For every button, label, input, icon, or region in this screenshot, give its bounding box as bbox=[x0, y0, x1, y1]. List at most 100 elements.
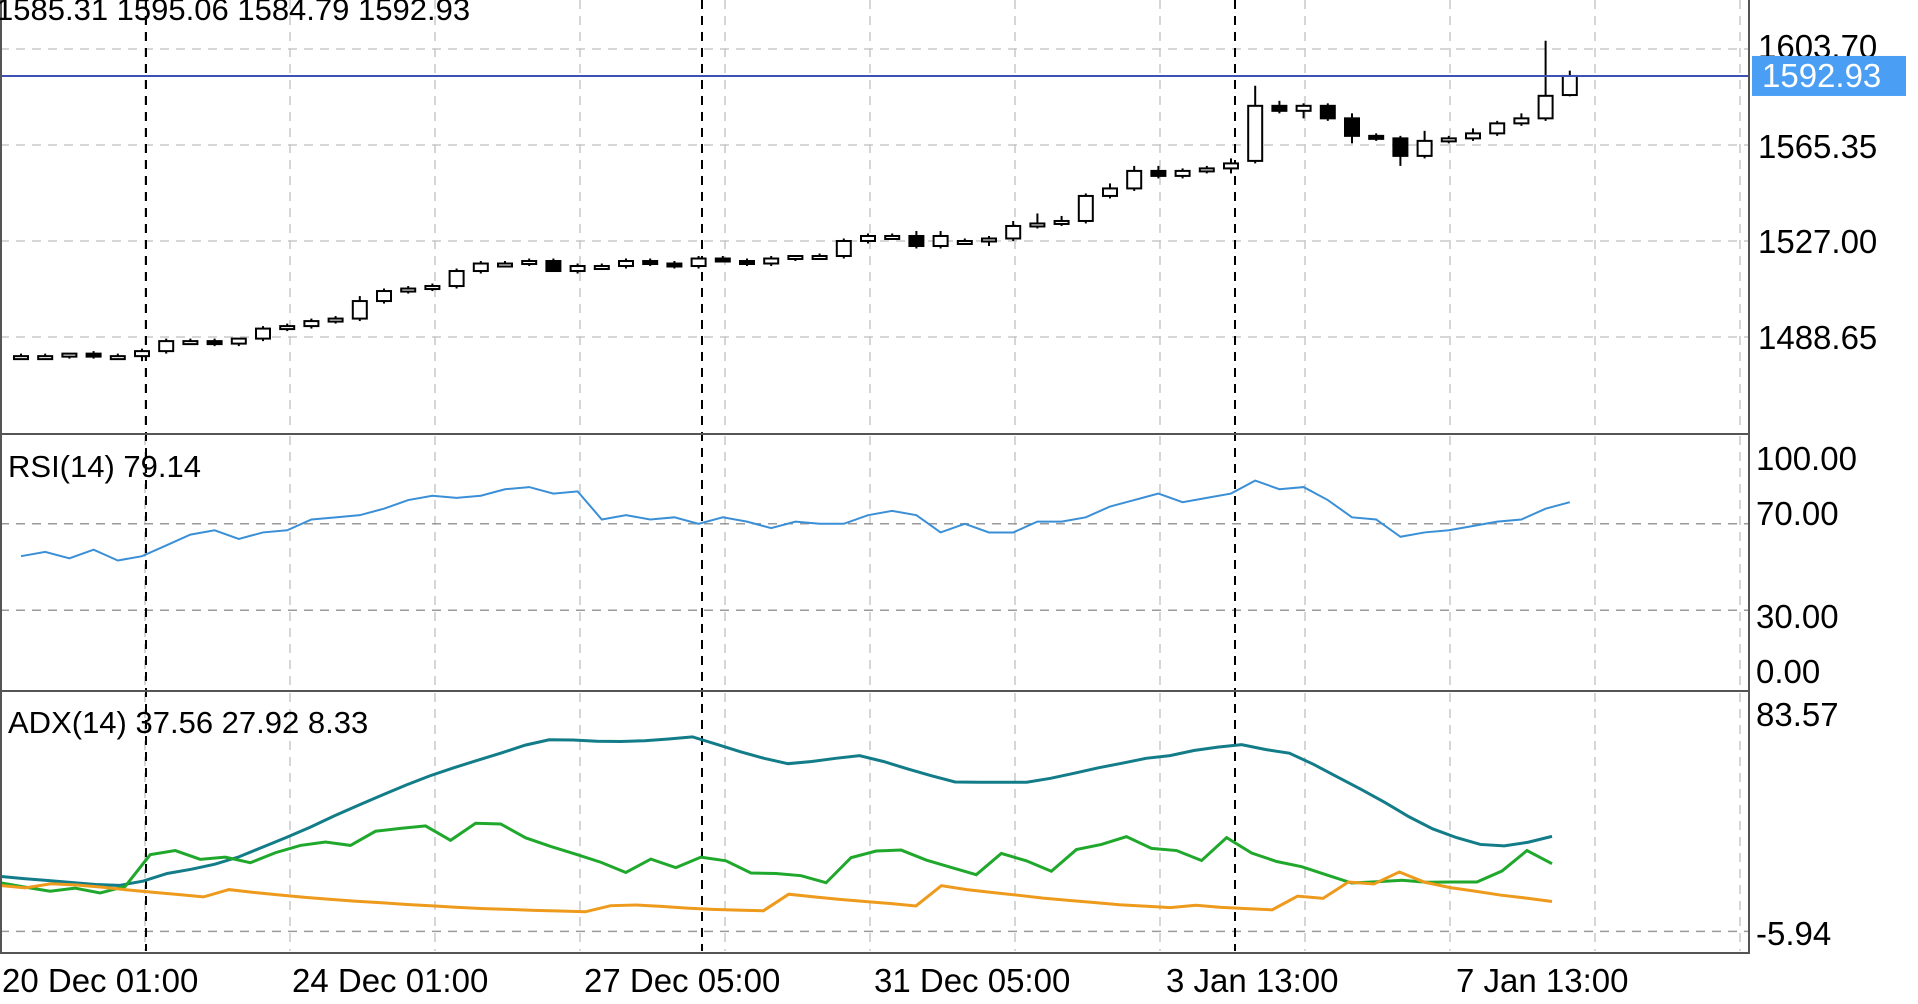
price-pane[interactable] bbox=[0, 40, 1750, 362]
bullish-candle bbox=[787, 255, 804, 261]
pane-borders bbox=[0, 0, 1750, 954]
bearish-candle bbox=[1368, 134, 1385, 140]
adx-tick-label: 83.57 bbox=[1756, 696, 1839, 733]
bullish-candle bbox=[400, 287, 417, 293]
current-price-label-bg bbox=[1752, 55, 1906, 96]
bullish-candle bbox=[956, 239, 973, 245]
bullish-candle bbox=[1537, 94, 1554, 120]
bullish-candle bbox=[811, 255, 828, 261]
bullish-candle bbox=[255, 327, 271, 340]
bearish-candle bbox=[1392, 137, 1409, 157]
bullish-candle bbox=[1053, 219, 1070, 225]
bullish-candle bbox=[884, 234, 901, 240]
day-separator-lines bbox=[145, 0, 1236, 951]
adx-main-line bbox=[0, 735, 1553, 887]
bullish-candle bbox=[521, 260, 538, 266]
bullish-candle bbox=[1077, 194, 1094, 222]
bullish-candle bbox=[569, 265, 586, 273]
bullish-candle bbox=[109, 355, 126, 361]
bullish-candle bbox=[763, 257, 780, 265]
di-minus-line bbox=[0, 870, 1553, 914]
time-tick-label: 31 Dec 05:00 bbox=[874, 962, 1070, 999]
bearish-candle bbox=[642, 260, 659, 266]
bullish-candle bbox=[279, 325, 296, 331]
rsi-tick-label: 30.00 bbox=[1756, 598, 1839, 635]
price-tick-label: 1527.00 bbox=[1758, 223, 1877, 260]
bullish-candle bbox=[1198, 167, 1215, 173]
time-tick-label: 27 Dec 05:00 bbox=[584, 962, 780, 999]
bullish-candle bbox=[182, 340, 199, 346]
bullish-candle bbox=[835, 239, 852, 258]
bullish-candle bbox=[1102, 187, 1118, 197]
adx-title: ADX(14) 37.56 27.92 8.33 bbox=[8, 705, 368, 740]
current-price-value: 1592.93 bbox=[1762, 57, 1881, 94]
adx-axis: 83.57 -5.94 bbox=[1756, 696, 1839, 952]
bullish-candle bbox=[327, 317, 344, 323]
bearish-candle bbox=[85, 352, 102, 358]
bullish-candle bbox=[1029, 222, 1046, 228]
bullish-candle bbox=[376, 290, 392, 303]
bullish-candle bbox=[424, 285, 441, 291]
rsi-title: RSI(14) 79.14 bbox=[8, 449, 201, 484]
bullish-candle bbox=[37, 355, 54, 361]
rsi-tick-label: 0.00 bbox=[1756, 653, 1820, 690]
current-price-label: 1592.93 bbox=[1752, 55, 1906, 96]
bullish-candle bbox=[303, 320, 320, 328]
bearish-candle bbox=[666, 262, 683, 268]
adx-pane[interactable] bbox=[0, 735, 1553, 914]
bearish-candle bbox=[1319, 104, 1336, 120]
bullish-candle bbox=[497, 262, 513, 268]
bullish-candle bbox=[1513, 117, 1530, 125]
adx-tick-label: -5.94 bbox=[1756, 915, 1831, 952]
ohlc-header: 1585.31 1595.06 1584.79 1592.93 bbox=[0, 0, 470, 27]
bullish-candle bbox=[13, 355, 29, 361]
bullish-candle bbox=[618, 260, 634, 268]
bullish-candle bbox=[134, 350, 150, 358]
bullish-candle bbox=[158, 340, 175, 353]
bullish-candle bbox=[981, 237, 997, 243]
bullish-candle bbox=[351, 300, 368, 320]
bearish-candle bbox=[1344, 117, 1360, 137]
bullish-candle bbox=[472, 262, 489, 273]
bearish-candle bbox=[714, 257, 731, 263]
bearish-candle bbox=[1271, 104, 1288, 112]
bullish-candle bbox=[230, 337, 247, 345]
bullish-candle bbox=[1440, 137, 1457, 143]
di-plus-line bbox=[0, 821, 1553, 895]
grid-lines bbox=[0, 0, 1750, 951]
bullish-candle bbox=[932, 234, 949, 247]
rsi-tick-label: 100.00 bbox=[1756, 440, 1857, 477]
time-tick-label: 24 Dec 01:00 bbox=[292, 962, 488, 999]
bullish-candle bbox=[1126, 169, 1143, 190]
rsi-axis: 100.00 70.00 30.00 0.00 bbox=[1756, 440, 1857, 690]
bullish-candle bbox=[860, 234, 876, 242]
bullish-candle bbox=[1174, 169, 1191, 177]
bearish-candle bbox=[206, 340, 223, 346]
bearish-candle bbox=[1150, 169, 1167, 177]
bullish-candle bbox=[1416, 139, 1433, 157]
rsi-tick-label: 70.00 bbox=[1756, 495, 1839, 532]
time-tick-label: 7 Jan 13:00 bbox=[1456, 962, 1628, 999]
bullish-candle bbox=[61, 352, 78, 358]
bearish-candle bbox=[739, 260, 755, 266]
bullish-candle bbox=[1465, 132, 1481, 140]
bullish-candle bbox=[690, 257, 707, 268]
bullish-candle bbox=[1005, 224, 1022, 240]
rsi-pane[interactable] bbox=[20, 479, 1571, 562]
price-tick-label: 1565.35 bbox=[1758, 128, 1877, 165]
bullish-candle bbox=[1561, 74, 1578, 97]
rsi-line bbox=[20, 479, 1571, 562]
time-tick-label: 20 Dec 01:00 bbox=[2, 962, 198, 999]
bullish-candle bbox=[1295, 104, 1312, 112]
bullish-candle bbox=[1247, 104, 1264, 162]
time-axis: 20 Dec 01:00 24 Dec 01:00 27 Dec 05:00 3… bbox=[2, 962, 1628, 999]
bearish-candle bbox=[545, 260, 562, 273]
bullish-candle bbox=[448, 270, 465, 288]
bullish-candle bbox=[1489, 122, 1506, 135]
bullish-candle bbox=[1223, 162, 1239, 170]
candlestick-series bbox=[13, 40, 1578, 362]
bearish-candle bbox=[908, 234, 925, 247]
time-tick-label: 3 Jan 13:00 bbox=[1166, 962, 1338, 999]
